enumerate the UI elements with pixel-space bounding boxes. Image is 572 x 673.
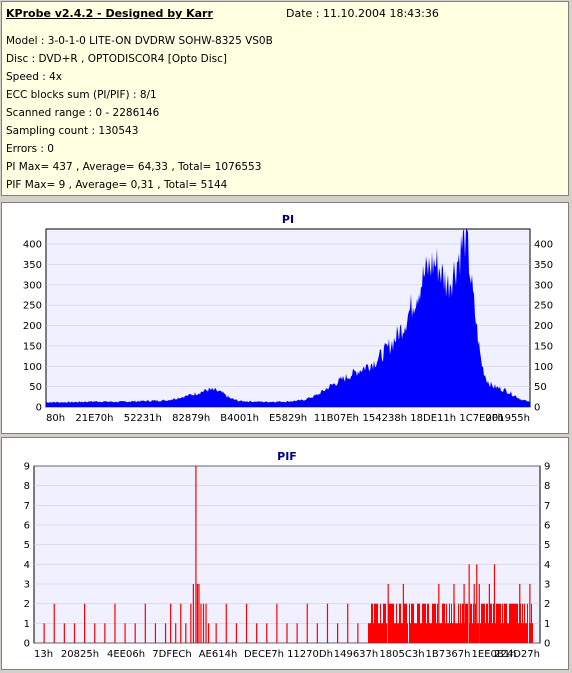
y-tick-label-right: 350 bbox=[534, 260, 553, 271]
y-tick-label-left: 1 bbox=[24, 619, 30, 630]
chart-title: PIF bbox=[277, 450, 297, 463]
info-sampling: Sampling count : 130543 bbox=[6, 125, 139, 137]
x-tick-label: 4EE06h bbox=[107, 649, 145, 660]
y-tick-label-right: 1 bbox=[544, 619, 550, 630]
plot-area bbox=[33, 465, 541, 644]
y-tick-label-right: 3 bbox=[544, 580, 550, 591]
pif-chart-panel: PIF 0 0 1 1 2 2 3 3 4 4 5 5 6 6 7 7 8 8 9 9 13h 20825h 4EE06h 7D… bbox=[1, 437, 569, 670]
x-tick-label: 80h bbox=[46, 413, 65, 424]
x-tick-label: AE614h bbox=[199, 649, 238, 660]
pi-chart-panel: PI 0 0 50 50 100 100 150 150 200 200 250 250 300 300 35… bbox=[1, 202, 569, 434]
info-pi-stats: PI Max= 437 , Average= 64,33 , Total= 10… bbox=[6, 161, 262, 173]
x-tick-label: 13h bbox=[34, 649, 53, 660]
x-tick-label: 1EE0B1h bbox=[472, 649, 517, 660]
x-tick-label: 149637h bbox=[334, 649, 379, 660]
x-tick-label: 11270Dh bbox=[287, 649, 333, 660]
y-tick-label-right: 0 bbox=[544, 639, 550, 650]
app-title: KProbe v2.4.2 - Designed by Karr bbox=[6, 7, 213, 20]
x-tick-label: 20825h bbox=[61, 649, 99, 660]
pif-chart: PIF 0 0 1 1 2 2 3 3 4 4 5 5 6 6 7 7 8 8 9 9 13h 20825h 4EE06h 7D… bbox=[24, 450, 551, 660]
y-tick-label-left: 3 bbox=[24, 580, 30, 591]
y-tick-label-left: 150 bbox=[23, 341, 42, 352]
x-tick-label: 1805C3h bbox=[379, 649, 424, 660]
y-tick-label-right: 300 bbox=[534, 280, 553, 291]
y-tick-label-right: 9 bbox=[544, 462, 550, 473]
y-tick-label-left: 4 bbox=[24, 560, 30, 571]
pi-chart: PI 0 0 50 50 100 100 150 150 200 200 250 250 300 300 35… bbox=[23, 213, 553, 424]
y-tick-label-left: 6 bbox=[24, 521, 30, 532]
y-tick-label-right: 100 bbox=[534, 362, 553, 373]
x-tick-label: 52231h bbox=[124, 413, 162, 424]
y-tick-label-right: 250 bbox=[534, 301, 553, 312]
info-panel: KProbe v2.4.2 - Designed by Karr Date : … bbox=[1, 1, 569, 196]
y-tick-label-left: 8 bbox=[24, 481, 30, 492]
y-tick-label-right: 400 bbox=[534, 240, 553, 251]
x-tick-label: 224D27h bbox=[494, 649, 540, 660]
x-tick-label: 11B07Eh bbox=[314, 413, 359, 424]
info-range: Scanned range : 0 - 2286146 bbox=[6, 107, 160, 119]
x-tick-label: B4001h bbox=[220, 413, 259, 424]
y-tick-label-left: 7 bbox=[24, 501, 30, 512]
info-errors: Errors : 0 bbox=[6, 143, 54, 155]
y-tick-label-left: 2 bbox=[24, 599, 30, 610]
info-disc: Disc : DVD+R , OPTODISCOR4 [Opto Disc] bbox=[6, 53, 228, 65]
y-tick-label-left: 300 bbox=[23, 280, 42, 291]
y-tick-label-right: 7 bbox=[544, 501, 550, 512]
x-tick-label: E5829h bbox=[269, 413, 307, 424]
pif-dense-bars bbox=[368, 603, 533, 643]
x-tick-label: 82879h bbox=[172, 413, 210, 424]
info-pif-stats: PIF Max= 9 , Average= 0,31 , Total= 5144 bbox=[6, 179, 228, 191]
y-tick-label-left: 250 bbox=[23, 301, 42, 312]
pi-series-area bbox=[46, 229, 530, 407]
x-tick-label: 21E70h bbox=[75, 413, 113, 424]
x-tick-label: 1B7367h bbox=[425, 649, 470, 660]
y-tick-label-left: 50 bbox=[29, 382, 42, 393]
x-tick-label: 18DE11h bbox=[410, 413, 456, 424]
y-tick-label-right: 0 bbox=[534, 403, 540, 414]
y-tick-label-left: 400 bbox=[23, 240, 42, 251]
y-tick-label-right: 6 bbox=[544, 521, 550, 532]
y-tick-label-left: 100 bbox=[23, 362, 42, 373]
y-tick-label-left: 0 bbox=[24, 639, 30, 650]
scan-date: Date : 11.10.2004 18:43:36 bbox=[286, 7, 439, 20]
y-tick-label-left: 200 bbox=[23, 321, 42, 332]
info-speed: Speed : 4x bbox=[6, 71, 63, 83]
y-tick-label-right: 2 bbox=[544, 599, 550, 610]
y-tick-label-right: 200 bbox=[534, 321, 553, 332]
y-tick-label-right: 5 bbox=[544, 540, 550, 551]
chart-title: PI bbox=[282, 213, 294, 226]
info-ecc: ECC blocks sum (PI/PIF) : 8/1 bbox=[6, 89, 157, 101]
x-tick-label: 154238h bbox=[363, 413, 408, 424]
y-tick-label-left: 350 bbox=[23, 260, 42, 271]
x-tick-label: 201955h bbox=[485, 413, 530, 424]
y-tick-label-left: 9 bbox=[24, 462, 30, 473]
info-model: Model : 3-0-1-0 LITE-ON DVDRW SOHW-8325 … bbox=[6, 35, 273, 47]
y-tick-label-left: 5 bbox=[24, 540, 30, 551]
x-tick-label: 7DFECh bbox=[152, 649, 191, 660]
y-tick-label-right: 50 bbox=[534, 382, 547, 393]
y-tick-label-left: 0 bbox=[36, 403, 42, 414]
x-tick-label: 1C7E0Fh bbox=[459, 413, 503, 424]
x-tick-label: DECE7h bbox=[244, 649, 284, 660]
y-tick-label-right: 4 bbox=[544, 560, 550, 571]
y-tick-label-right: 150 bbox=[534, 341, 553, 352]
y-tick-label-right: 8 bbox=[544, 481, 550, 492]
